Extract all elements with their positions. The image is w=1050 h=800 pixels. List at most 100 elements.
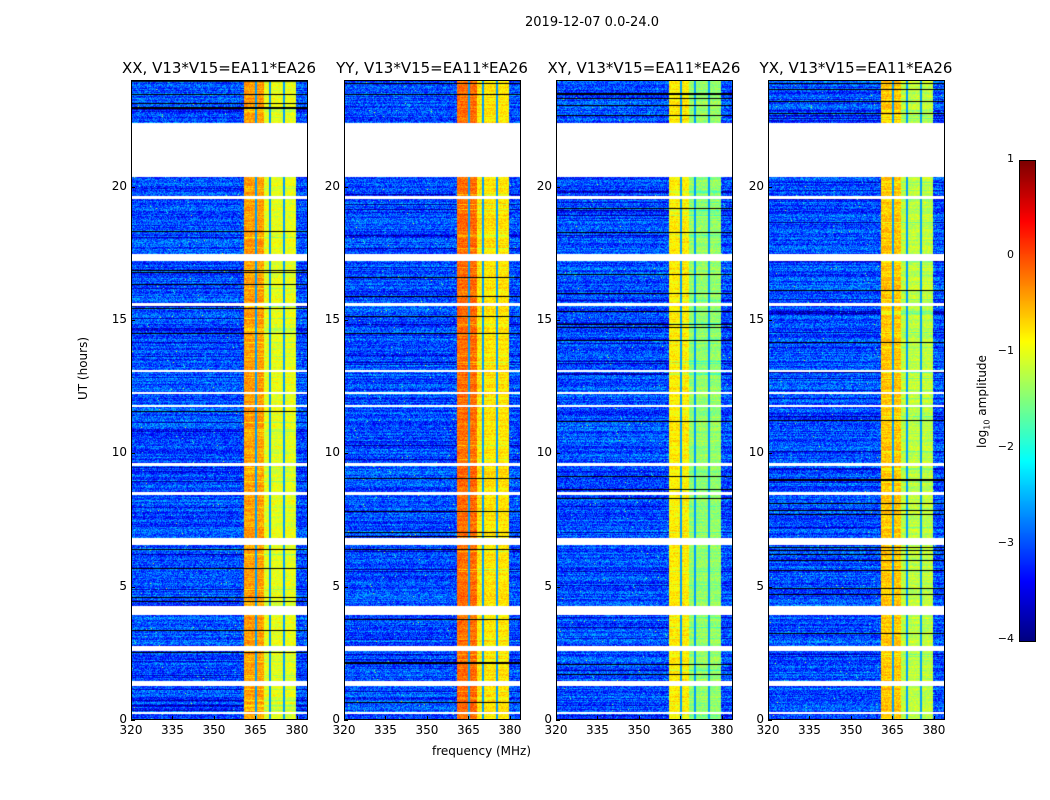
- y-tick-label: 5: [544, 578, 552, 593]
- x-tick-mark: [638, 716, 640, 720]
- y-tick-label: 0: [756, 712, 764, 726]
- x-tick-label: 365: [881, 723, 904, 737]
- x-tick-label: 335: [798, 723, 821, 737]
- x-tick-label: 320: [756, 723, 780, 737]
- x-tick-label: 350: [415, 723, 439, 737]
- y-tick-label: 5: [332, 578, 340, 593]
- y-tick-mark: [131, 453, 135, 455]
- x-tick-label: 365: [669, 723, 692, 737]
- x-tick-mark: [809, 716, 811, 720]
- y-tick-mark: [131, 720, 135, 721]
- x-tick-label: 320: [119, 723, 143, 737]
- y-tick-mark: [556, 453, 560, 455]
- y-tick-label: 20: [536, 178, 552, 193]
- y-tick-label: 5: [756, 578, 764, 593]
- y-tick-mark: [556, 586, 560, 588]
- y-tick-mark: [344, 586, 348, 588]
- x-tick-mark: [768, 716, 769, 720]
- heatmap-panel: [556, 80, 733, 720]
- y-tick-label: 20: [324, 178, 340, 193]
- colorbar-tick-label: −3: [997, 536, 1014, 549]
- y-tick-label: 0: [119, 712, 127, 726]
- x-tick-label: 320: [332, 723, 356, 737]
- x-tick-mark: [385, 716, 387, 720]
- y-tick-mark: [131, 586, 135, 588]
- y-tick-mark: [768, 586, 772, 588]
- x-tick-label: 350: [202, 723, 226, 737]
- x-tick-mark: [721, 716, 723, 720]
- x-tick-mark: [296, 716, 298, 720]
- y-tick-mark: [344, 453, 348, 455]
- y-tick-mark: [344, 720, 348, 721]
- panel-frame: [768, 80, 945, 720]
- y-tick-mark: [768, 453, 772, 455]
- x-tick-mark: [172, 716, 174, 720]
- y-tick-mark: [344, 186, 348, 188]
- x-tick-label: 365: [457, 723, 480, 737]
- x-tick-mark: [426, 716, 428, 720]
- y-tick-label: 15: [324, 312, 340, 326]
- x-tick-mark: [131, 716, 132, 720]
- colorbar: [1019, 160, 1036, 642]
- y-tick-label: 0: [332, 712, 340, 726]
- x-tick-mark: [892, 716, 894, 720]
- y-tick-label: 0: [544, 712, 552, 726]
- y-tick-mark: [556, 186, 560, 188]
- x-tick-mark: [344, 716, 345, 720]
- x-tick-label: 380: [922, 723, 946, 737]
- x-tick-mark: [468, 716, 470, 720]
- colorbar-tick-label: −2: [997, 440, 1014, 453]
- colorbar-label: log10 amplitude: [975, 355, 992, 448]
- colorbar-tick-label: 1: [1007, 152, 1014, 165]
- y-tick-mark: [344, 320, 348, 321]
- y-tick-label: 10: [111, 445, 127, 460]
- x-tick-label: 335: [586, 723, 609, 737]
- colorbar-tick-label: −1: [997, 344, 1014, 357]
- panel-frame: [344, 80, 521, 720]
- x-tick-mark: [933, 716, 935, 720]
- x-tick-label: 380: [498, 723, 522, 737]
- x-tick-mark: [255, 716, 257, 720]
- y-tick-label: 10: [324, 445, 340, 460]
- y-tick-mark: [556, 320, 560, 321]
- y-tick-label: 10: [748, 445, 764, 460]
- x-tick-label: 365: [244, 723, 267, 737]
- colorbar-tick-label: −4: [997, 632, 1014, 645]
- panel-title: XX, V13*V15=EA11*EA26: [121, 59, 316, 77]
- heatmap-panel: [768, 80, 945, 720]
- x-tick-mark: [597, 716, 599, 720]
- panel-title: YY, V13*V15=EA11*EA26: [336, 59, 528, 77]
- y-tick-label: 15: [748, 312, 764, 326]
- x-tick-label: 380: [285, 723, 309, 737]
- y-tick-label: 20: [111, 178, 127, 193]
- x-tick-label: 335: [374, 723, 397, 737]
- x-tick-label: 350: [627, 723, 651, 737]
- y-tick-label: 10: [536, 445, 552, 460]
- x-tick-mark: [850, 716, 852, 720]
- y-tick-mark: [131, 320, 135, 321]
- y-tick-label: 20: [748, 178, 764, 193]
- panel-title: XY, V13*V15=EA11*EA26: [547, 59, 741, 77]
- panel-frame: [556, 80, 733, 720]
- y-tick-label: 15: [536, 312, 552, 326]
- x-tick-label: 335: [161, 723, 184, 737]
- y-tick-label: 15: [111, 312, 127, 326]
- y-tick-mark: [131, 186, 135, 188]
- x-axis-label: frequency (MHz): [432, 744, 532, 758]
- y-tick-mark: [768, 720, 772, 721]
- x-tick-label: 350: [839, 723, 863, 737]
- heatmap-panel: [344, 80, 521, 720]
- x-tick-label: 320: [544, 723, 568, 737]
- panel-title: YX, V13*V15=EA11*EA26: [759, 59, 953, 77]
- figure-title: 2019-12-07 0.0-24.0: [525, 15, 659, 30]
- x-tick-mark: [556, 716, 557, 720]
- y-tick-label: 5: [119, 578, 127, 593]
- y-tick-mark: [556, 720, 560, 721]
- panel-frame: [131, 80, 308, 720]
- x-tick-mark: [680, 716, 682, 720]
- x-tick-mark: [509, 716, 511, 720]
- x-tick-mark: [213, 716, 215, 720]
- y-axis-label: UT (hours): [76, 336, 90, 400]
- colorbar-tick-label: 0: [1007, 248, 1014, 261]
